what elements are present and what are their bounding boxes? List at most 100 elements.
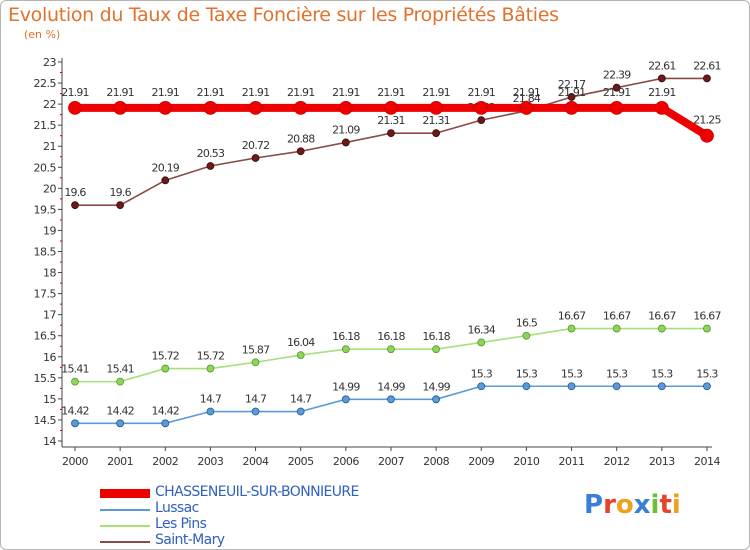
y-tick-label: 15 <box>43 393 56 406</box>
data-label: 21.91 <box>242 86 270 99</box>
y-tick-label: 21.5 <box>34 119 57 132</box>
x-tick-label: 2010 <box>513 455 539 468</box>
legend-swatch <box>100 525 150 527</box>
legend-label: Lussac <box>155 500 199 516</box>
data-label: 16.04 <box>287 336 315 349</box>
data-label: 15.72 <box>152 350 180 363</box>
data-point <box>477 382 486 391</box>
data-point <box>387 129 395 138</box>
data-point <box>206 364 215 373</box>
legend-swatch <box>100 541 150 543</box>
data-point <box>116 377 125 386</box>
logo-letter: P <box>584 490 604 520</box>
y-tick-label: 18.5 <box>34 246 57 259</box>
logo-letter: r <box>603 490 616 520</box>
y-tick-label: 20.5 <box>34 161 57 174</box>
data-point <box>567 93 576 101</box>
legend-swatch <box>100 489 150 498</box>
x-tick-label: 2007 <box>378 455 404 468</box>
data-point <box>477 338 486 347</box>
x-tick-label: 2012 <box>604 455 630 468</box>
data-point <box>657 382 666 391</box>
x-tick-label: 2006 <box>333 455 359 468</box>
data-label: 21.91 <box>106 86 134 99</box>
legend-label: CHASSENEUIL-SUR-BONNIEURE <box>155 484 359 500</box>
data-point <box>567 382 576 391</box>
data-point <box>206 162 215 170</box>
data-label: 21.91 <box>61 86 89 99</box>
data-label: 15.72 <box>197 350 225 363</box>
data-label: 16.67 <box>648 310 676 323</box>
data-label: 16.67 <box>603 310 631 323</box>
data-point <box>71 201 79 210</box>
data-point <box>432 345 441 354</box>
data-point <box>296 407 305 416</box>
data-point <box>251 407 260 416</box>
data-label: 21.31 <box>422 114 450 127</box>
data-label: 21.91 <box>468 86 496 99</box>
data-label: 21.91 <box>513 86 541 99</box>
data-label: 15.41 <box>106 363 134 376</box>
data-point <box>341 138 350 147</box>
chart-subtitle: (en %) <box>24 28 61 41</box>
y-tick-label: 14 <box>43 435 56 448</box>
data-label: 21.84 <box>513 92 541 105</box>
y-tick-label: 19 <box>43 224 56 237</box>
data-point <box>203 101 218 115</box>
data-point <box>522 331 531 340</box>
data-point <box>657 74 666 83</box>
data-point <box>68 101 82 115</box>
data-point <box>296 351 305 359</box>
x-tick-label: 2002 <box>152 455 178 468</box>
x-tick-label: 2013 <box>649 455 675 468</box>
data-point <box>113 101 128 115</box>
y-tick-label: 20 <box>43 182 56 195</box>
data-label: 16.18 <box>422 330 450 343</box>
data-point <box>161 419 170 428</box>
data-label: 16.5 <box>516 317 538 330</box>
data-label: 14.99 <box>377 380 405 393</box>
data-label: 15.3 <box>696 367 718 380</box>
data-label: 19.6 <box>64 186 86 199</box>
data-point <box>248 101 263 115</box>
y-tick-label: 16.5 <box>34 330 57 343</box>
data-label: 21.91 <box>422 86 450 99</box>
y-tick-label: 22 <box>43 98 56 111</box>
data-point <box>612 83 621 92</box>
data-label: 16.67 <box>558 310 586 323</box>
y-tick-label: 18 <box>43 267 56 280</box>
x-tick-label: 2000 <box>62 455 88 468</box>
data-label: 20.88 <box>287 132 315 145</box>
y-tick-label: 17 <box>43 309 56 322</box>
data-point <box>71 419 79 428</box>
data-label: 21.91 <box>603 86 631 99</box>
data-point <box>432 129 441 138</box>
data-point <box>432 395 441 404</box>
data-point <box>296 147 305 156</box>
data-label: 20.53 <box>197 147 225 160</box>
y-tick-label: 14.5 <box>34 414 57 427</box>
legend-item: Saint-Mary <box>100 532 420 550</box>
data-label: 21.31 <box>377 114 405 127</box>
data-label: 22.61 <box>693 59 721 72</box>
logo-letter: o <box>615 490 634 520</box>
legend-item: Les Pins <box>100 516 420 534</box>
data-point <box>703 382 711 391</box>
data-label: 14.42 <box>61 404 89 417</box>
data-point <box>387 395 395 404</box>
data-label: 22.17 <box>558 78 586 91</box>
data-label: 21.91 <box>558 86 586 99</box>
data-point <box>703 74 711 83</box>
data-label: 16.18 <box>377 330 405 343</box>
legend-item: Lussac <box>100 500 420 518</box>
data-label: 22.61 <box>648 59 676 72</box>
data-point <box>700 128 714 143</box>
logo-letter: i <box>650 490 660 520</box>
data-point <box>341 395 350 404</box>
data-point <box>612 382 621 391</box>
data-label: 14.7 <box>290 393 312 406</box>
data-label: 21.91 <box>152 86 180 99</box>
data-label: 15.3 <box>606 367 628 380</box>
